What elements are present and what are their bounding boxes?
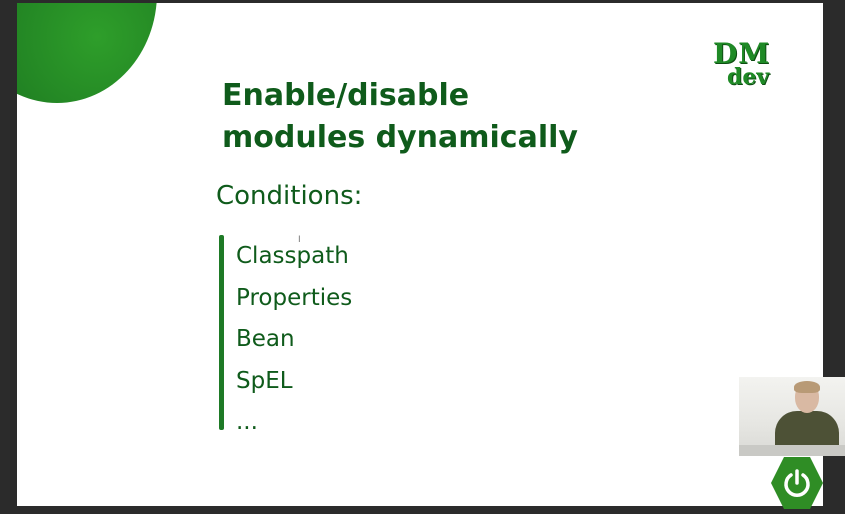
- condition-item: Bean: [236, 326, 295, 352]
- conditions-list: Classpath Properties Bean SpEL ...: [236, 236, 352, 444]
- title-line2: modules dynamically: [222, 120, 578, 155]
- corner-decoration: [17, 3, 157, 103]
- list-accent-bar: [219, 235, 224, 430]
- title-line1: Enable/disable: [222, 78, 470, 113]
- logo-line2: dev: [727, 64, 770, 90]
- condition-item: Classpath: [236, 243, 349, 269]
- slide-title: Enable/disable modules dynamically: [222, 75, 642, 159]
- conditions-heading: Conditions:: [216, 181, 363, 211]
- dmdev-logo: DM dev: [711, 39, 791, 95]
- text-cursor-icon: I: [298, 235, 301, 245]
- power-icon: [784, 469, 810, 497]
- presenter-hair: [794, 381, 820, 393]
- condition-item: SpEL: [236, 367, 293, 394]
- presenter-webcam: [739, 377, 845, 456]
- logo-line1: DM: [713, 37, 771, 70]
- spring-power-badge: [771, 457, 823, 509]
- presenter-desk: [739, 445, 845, 456]
- condition-item: ...: [236, 409, 258, 435]
- slide: DM dev Enable/disable modules dynamicall…: [17, 3, 823, 506]
- condition-item: Properties: [236, 284, 353, 311]
